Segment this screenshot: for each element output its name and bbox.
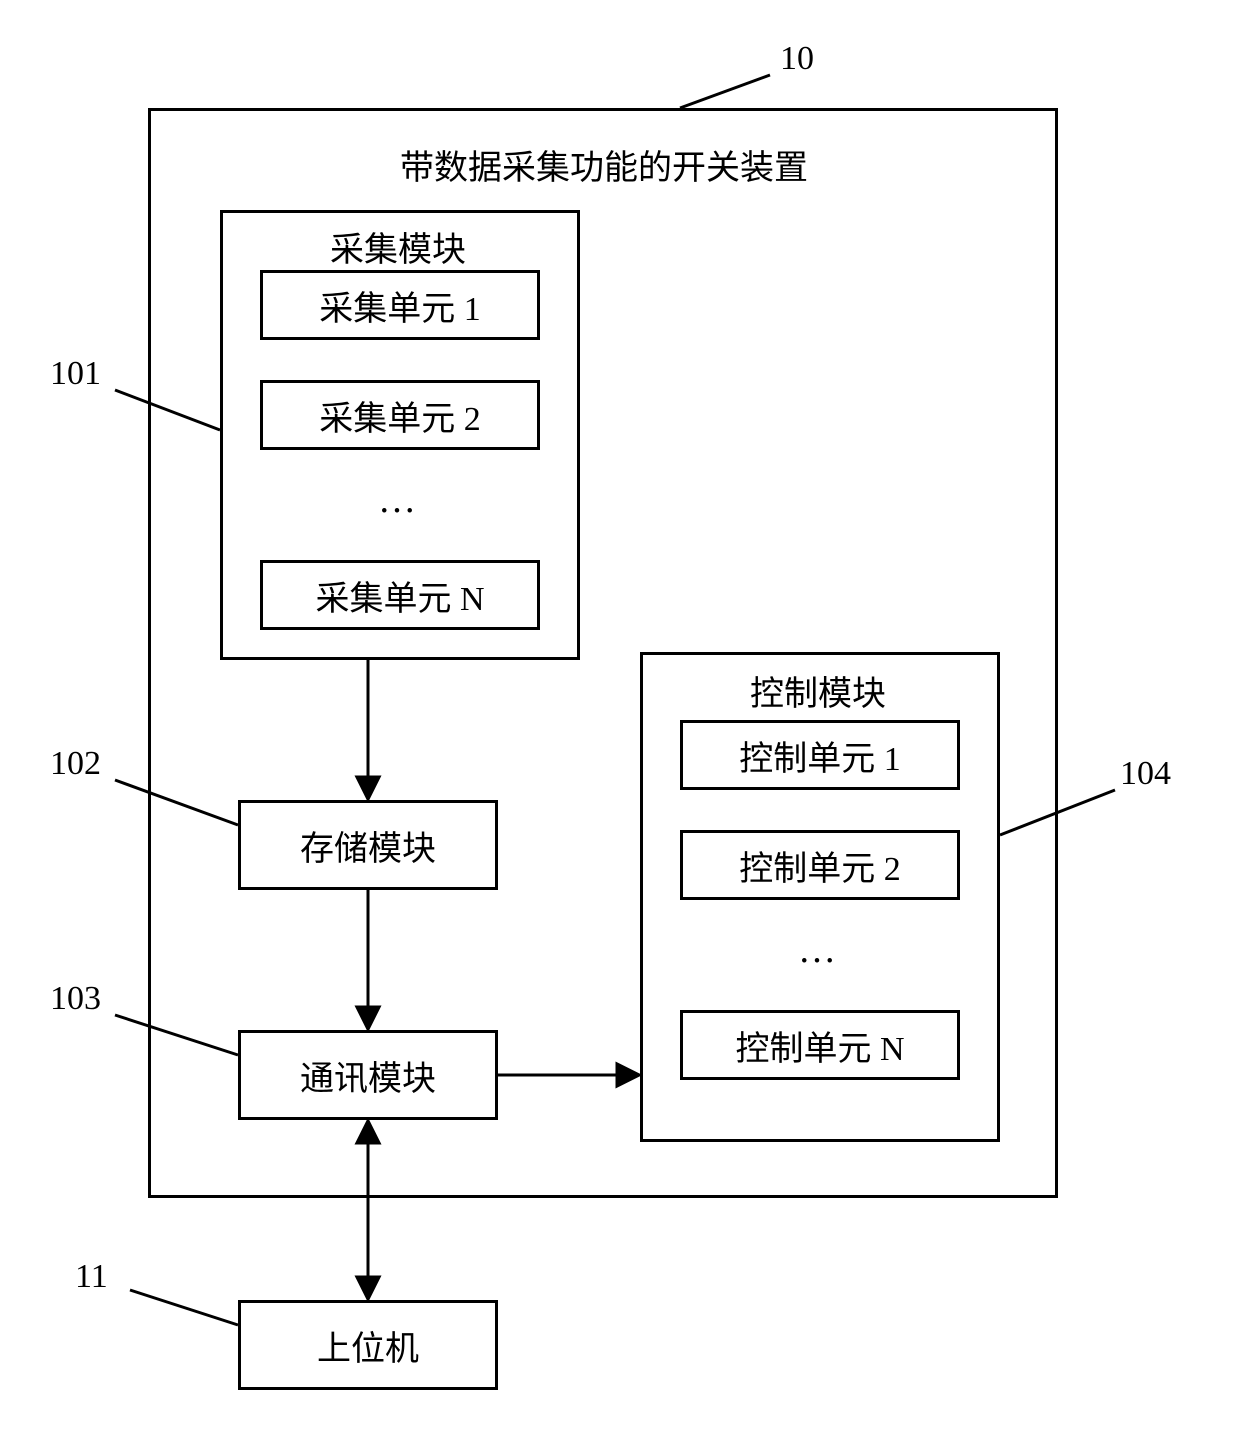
control-ellipsis: …: [798, 928, 840, 972]
host-computer-label: 上位机: [241, 1303, 495, 1387]
control-unit-n-label: 控制单元 N: [683, 1013, 957, 1077]
leader-11: [130, 1290, 238, 1325]
acquisition-unit-2-label: 采集单元 2: [263, 383, 537, 447]
callout-101: 101: [50, 355, 101, 393]
storage-module-label: 存储模块: [241, 803, 495, 887]
callout-104: 104: [1120, 755, 1171, 793]
control-unit-2: 控制单元 2: [680, 830, 960, 900]
leader-10: [680, 75, 770, 108]
control-module-title: 控制模块: [750, 666, 886, 715]
comm-module-label: 通讯模块: [241, 1033, 495, 1117]
acquisition-unit-n: 采集单元 N: [260, 560, 540, 630]
acquisition-unit-1: 采集单元 1: [260, 270, 540, 340]
storage-module: 存储模块: [238, 800, 498, 890]
device-title: 带数据采集功能的开关装置: [400, 140, 808, 189]
control-unit-1-label: 控制单元 1: [683, 723, 957, 787]
control-unit-n: 控制单元 N: [680, 1010, 960, 1080]
callout-10: 10: [780, 40, 814, 78]
callout-11: 11: [75, 1258, 108, 1296]
acquisition-module-title: 采集模块: [330, 222, 466, 271]
comm-module: 通讯模块: [238, 1030, 498, 1120]
acquisition-unit-n-label: 采集单元 N: [263, 563, 537, 627]
acquisition-ellipsis: …: [378, 478, 420, 522]
callout-102: 102: [50, 745, 101, 783]
acquisition-unit-1-label: 采集单元 1: [263, 273, 537, 337]
control-unit-2-label: 控制单元 2: [683, 833, 957, 897]
acquisition-unit-2: 采集单元 2: [260, 380, 540, 450]
control-unit-1: 控制单元 1: [680, 720, 960, 790]
callout-103: 103: [50, 980, 101, 1018]
host-computer: 上位机: [238, 1300, 498, 1390]
